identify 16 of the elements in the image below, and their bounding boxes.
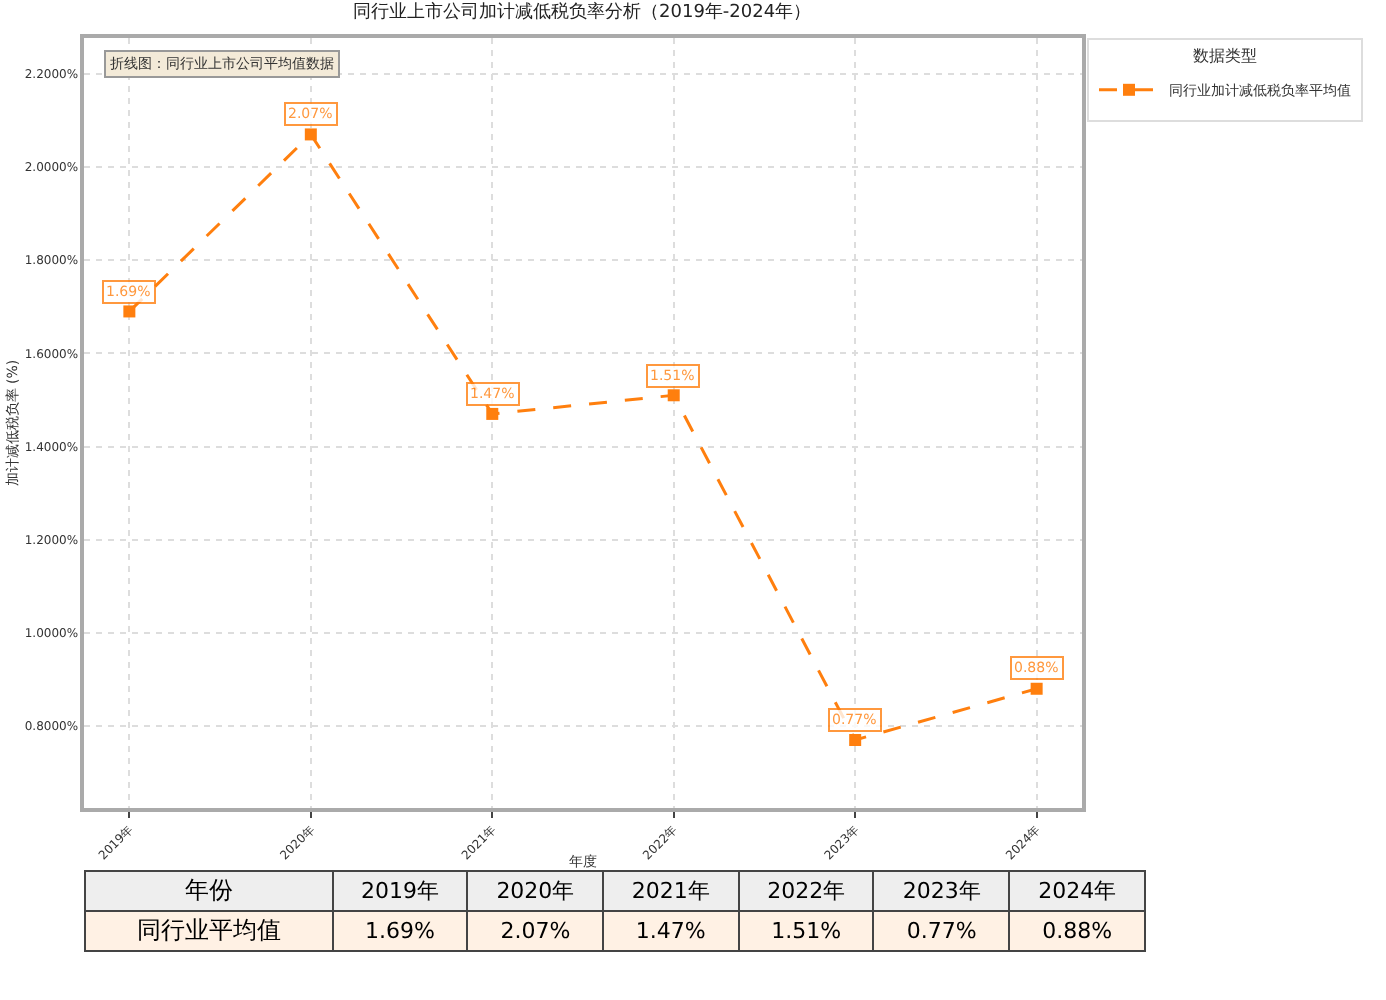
chart-title: 同行业上市公司加计减低税负率分析（2019年-2024年） (353, 0, 812, 23)
legend-title: 数据类型 (1192, 46, 1257, 65)
text: 0.88% (1042, 918, 1113, 944)
category-label: 2024年 (1038, 878, 1117, 904)
text: 1.51% (771, 918, 842, 944)
text: 1.47% (635, 918, 706, 944)
text: 0.77% (906, 918, 977, 944)
category-label: 2022年 (767, 878, 846, 904)
text: 2.07% (500, 918, 571, 944)
category-label: 2020年 (496, 878, 575, 904)
text: 年份 (85, 871, 333, 911)
category-label: 2019年 (360, 878, 439, 904)
category-label: 2023年 (902, 878, 981, 904)
text: 1.69% (364, 918, 435, 944)
text: 同行业平均值 (85, 911, 333, 951)
category-label: 2021年 (631, 878, 710, 904)
